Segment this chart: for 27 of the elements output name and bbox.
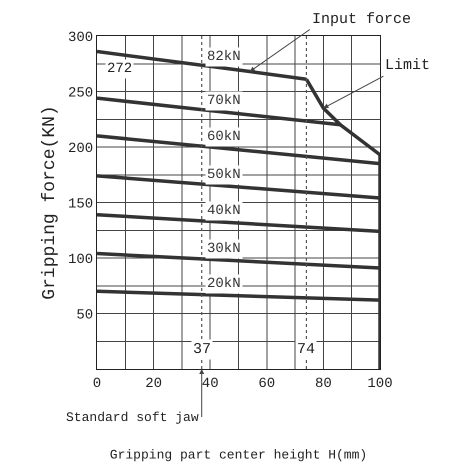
x-tick-label: 40 bbox=[202, 376, 219, 392]
x-tick-label: 0 bbox=[92, 376, 102, 392]
series-label: 30kN bbox=[207, 241, 241, 257]
y-tick-label: 250 bbox=[68, 85, 94, 102]
series-label: 20kN bbox=[207, 276, 241, 292]
y-tick-label: 50 bbox=[76, 307, 94, 324]
ref-line-label: 74 bbox=[297, 341, 316, 358]
x-tick-label: 60 bbox=[258, 376, 276, 392]
series-label: 82kN bbox=[207, 49, 241, 65]
x-axis-title: Gripping part center height H(mm) bbox=[110, 447, 368, 462]
x-tick-label: 100 bbox=[367, 376, 393, 392]
y-tick-label: 300 bbox=[68, 30, 94, 46]
y-tick-label: 150 bbox=[68, 196, 94, 212]
series-label: 40kN bbox=[207, 203, 241, 219]
annotation: Limit bbox=[385, 57, 430, 74]
x-tick-label: 80 bbox=[314, 376, 332, 392]
series-label: 50kN bbox=[207, 167, 241, 183]
y-axis-title: Gripping force(KN) bbox=[40, 105, 60, 300]
annotation: Input force bbox=[312, 11, 412, 28]
y-tick-label: 100 bbox=[68, 252, 94, 268]
series-label: 60kN bbox=[207, 129, 241, 145]
ref-line-label: 37 bbox=[193, 341, 212, 358]
series-label: 70kN bbox=[207, 93, 241, 109]
annotation: 272 bbox=[107, 61, 132, 77]
annotation: Standard soft jaw bbox=[66, 410, 199, 425]
x-tick-label: 20 bbox=[145, 376, 162, 392]
y-tick-label: 200 bbox=[68, 140, 94, 157]
